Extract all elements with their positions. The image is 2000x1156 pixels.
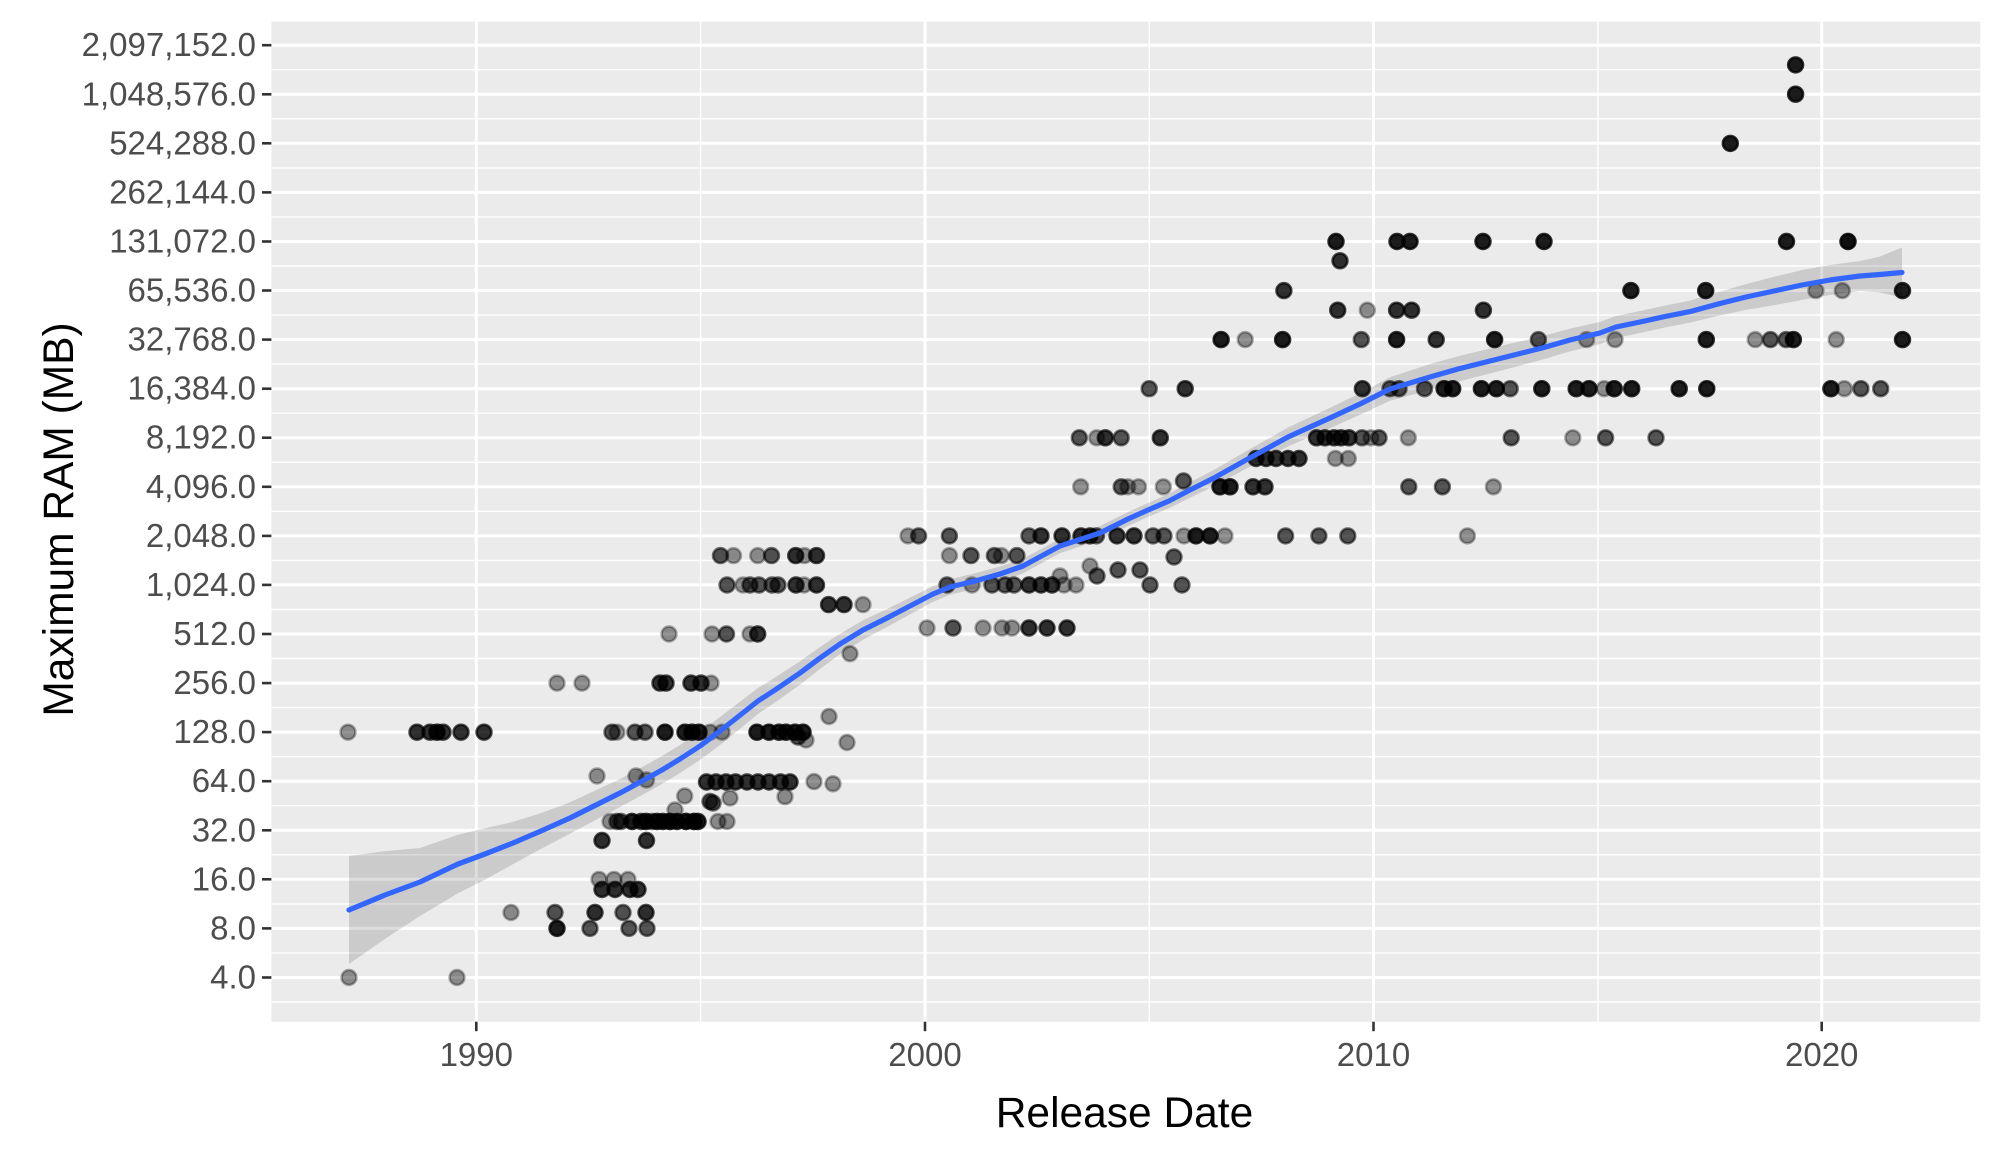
svg-text:32,768.0: 32,768.0 bbox=[128, 321, 256, 358]
svg-text:2000: 2000 bbox=[888, 1036, 961, 1073]
svg-text:2020: 2020 bbox=[1785, 1036, 1858, 1073]
svg-text:1,024.0: 1,024.0 bbox=[146, 566, 256, 603]
svg-text:1,048,576.0: 1,048,576.0 bbox=[82, 75, 256, 112]
svg-text:65,536.0: 65,536.0 bbox=[128, 272, 256, 309]
svg-text:64.0: 64.0 bbox=[192, 762, 256, 799]
svg-text:128.0: 128.0 bbox=[173, 713, 256, 750]
svg-text:16,384.0: 16,384.0 bbox=[128, 370, 256, 407]
svg-text:512.0: 512.0 bbox=[173, 615, 256, 652]
svg-text:Release Date: Release Date bbox=[996, 1090, 1254, 1137]
svg-text:Maximum RAM (MB): Maximum RAM (MB) bbox=[36, 322, 83, 716]
svg-text:32.0: 32.0 bbox=[192, 811, 256, 848]
svg-text:2,048.0: 2,048.0 bbox=[146, 517, 256, 554]
svg-text:4,096.0: 4,096.0 bbox=[146, 468, 256, 505]
svg-text:262,144.0: 262,144.0 bbox=[109, 173, 256, 210]
svg-text:1990: 1990 bbox=[440, 1036, 513, 1073]
svg-text:524,288.0: 524,288.0 bbox=[109, 124, 256, 161]
svg-text:2010: 2010 bbox=[1337, 1036, 1410, 1073]
svg-text:2,097,152.0: 2,097,152.0 bbox=[82, 26, 256, 63]
svg-text:8.0: 8.0 bbox=[210, 909, 256, 946]
svg-text:131,072.0: 131,072.0 bbox=[109, 223, 256, 260]
svg-text:16.0: 16.0 bbox=[192, 860, 256, 897]
svg-text:4.0: 4.0 bbox=[210, 959, 256, 996]
svg-text:256.0: 256.0 bbox=[173, 664, 256, 701]
svg-text:8,192.0: 8,192.0 bbox=[146, 419, 256, 456]
